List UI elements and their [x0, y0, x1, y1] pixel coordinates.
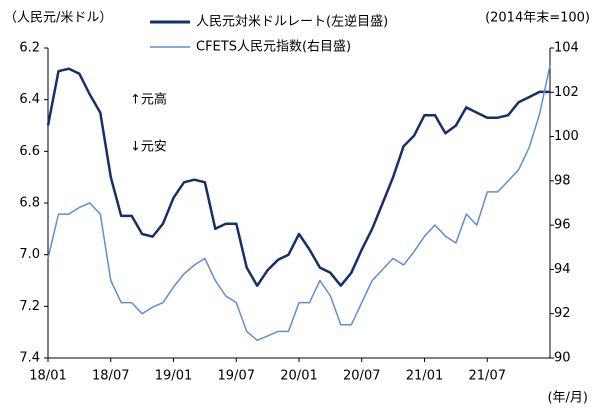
series-line: [46, 67, 550, 287]
x-tick-label: 19/07: [218, 369, 255, 384]
y2-tick-label: 94: [554, 262, 571, 277]
legend-label: 人民元対米ドルレート(左逆目盛): [196, 14, 388, 30]
x-tick-label: 20/01: [280, 369, 317, 384]
y-tick-label: 7.4: [19, 351, 40, 366]
annotation: ↑元高: [130, 92, 167, 108]
y-tick-label: 7.0: [19, 247, 40, 262]
x-tick-label: 18/07: [92, 369, 129, 384]
x-tick-label: 19/01: [155, 369, 192, 384]
y2-tick-label: 104: [554, 41, 579, 56]
y-tick-label: 7.2: [19, 299, 40, 314]
y2-tick-label: 90: [554, 351, 571, 366]
y-tick-label: 6.2: [19, 41, 40, 56]
y2-tick-label: 100: [554, 129, 579, 144]
annotation: ↓元安: [130, 140, 167, 155]
x-axis-label: (年/月): [547, 391, 588, 406]
y2-tick-label: 96: [554, 218, 571, 233]
y-axis-label: （人民元/米ドル）: [4, 11, 112, 26]
x-tick-label: 18/01: [29, 369, 66, 384]
y2-tick-label: 102: [554, 85, 579, 100]
legend-label: CFETS人民元指数(右目盛): [196, 40, 351, 55]
x-tick-label: 20/07: [343, 369, 380, 384]
y2-tick-label: 92: [554, 306, 571, 321]
y-tick-label: 6.6: [19, 144, 40, 159]
y2-axis-label: (2014年末=100): [485, 11, 590, 26]
x-tick-label: 21/01: [406, 369, 443, 384]
y2-tick-label: 98: [554, 173, 571, 188]
x-tick-label: 21/07: [469, 369, 506, 384]
y-tick-label: 6.4: [19, 92, 40, 107]
y-tick-label: 6.8: [19, 196, 40, 211]
series-line: [47, 65, 551, 342]
